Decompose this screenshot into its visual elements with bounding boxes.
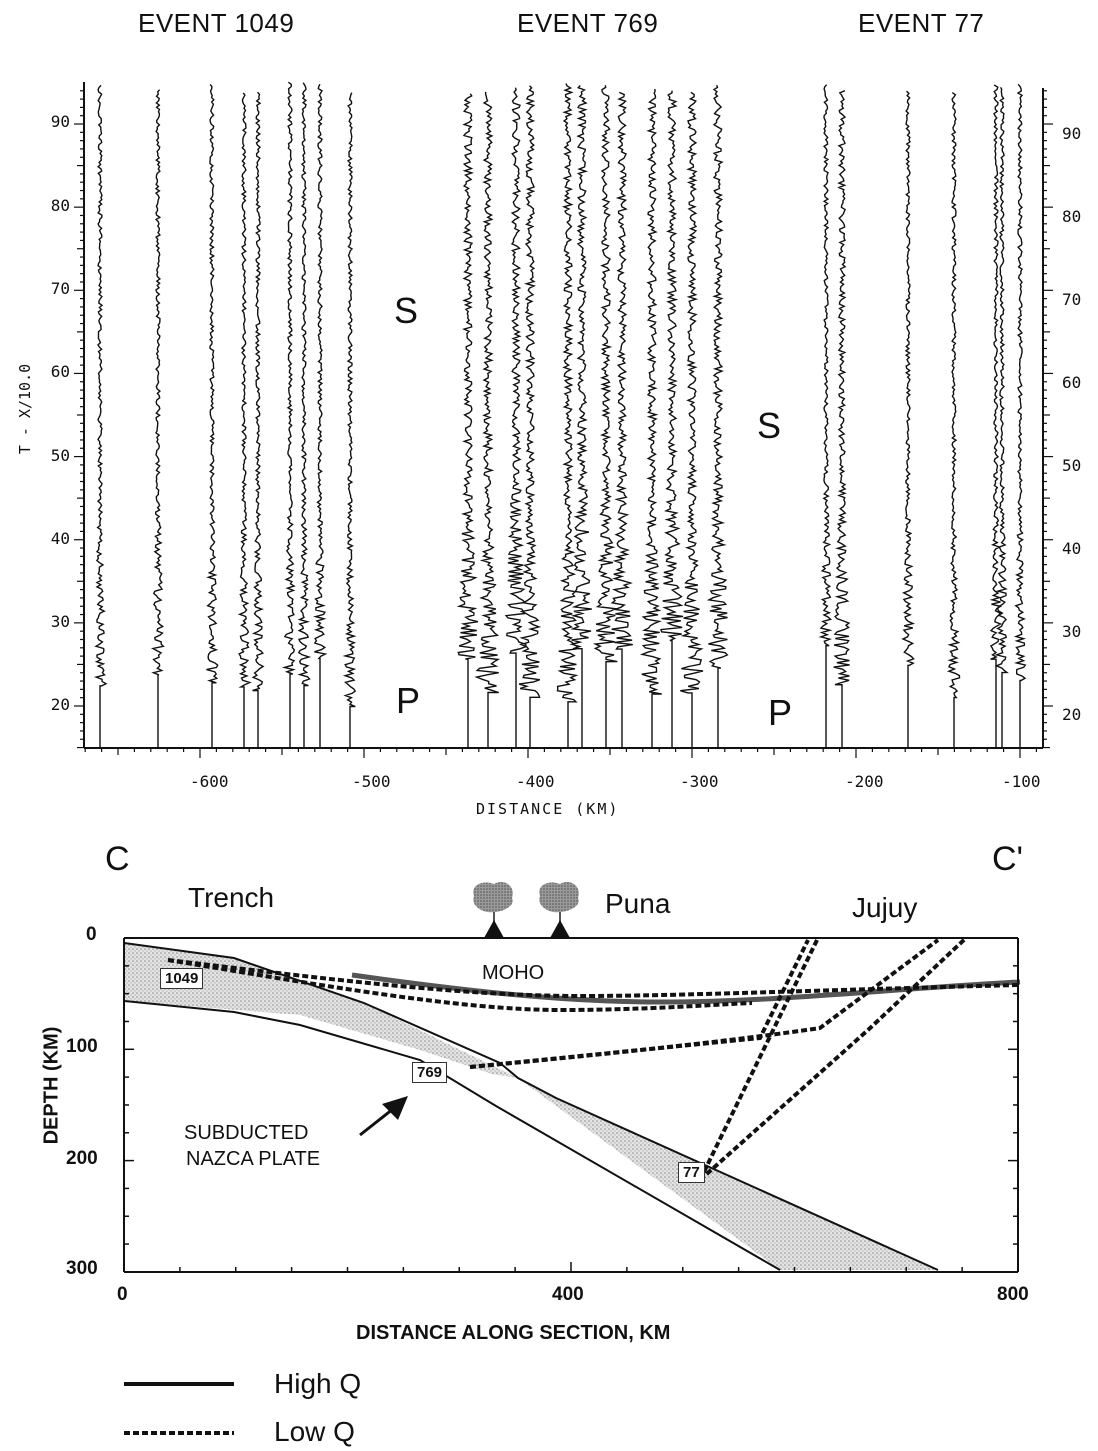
seismogram-trace (251, 91, 265, 748)
subducted-plate (124, 943, 938, 1270)
seismogram-trace (946, 92, 961, 748)
depth-tick-100: 100 (66, 1036, 98, 1057)
section-corner-c: C (105, 840, 130, 878)
ray-77-b (698, 936, 968, 1182)
seismogram-trace (342, 92, 357, 748)
x-tick-300: -300 (680, 772, 719, 791)
legend-high-q-label: High Q (274, 1368, 362, 1399)
phase-label-s-right: S (757, 405, 782, 446)
seismogram-trace (206, 83, 219, 748)
seismogram-trace (610, 91, 633, 748)
volcano-1 (473, 881, 513, 938)
ray-769-a (469, 939, 810, 1069)
seismogram-trace (1013, 83, 1027, 748)
seismogram-trace (556, 83, 579, 748)
phase-label-s-left: S (394, 290, 419, 331)
y-tick-80: 80 (50, 196, 70, 215)
seismogram-trace (994, 86, 1009, 748)
seismogram-trace (518, 85, 542, 748)
seismogram-trace (237, 92, 252, 748)
x-tick-500: -500 (352, 772, 391, 791)
x-tick-400: -400 (516, 772, 555, 791)
ray-77-a (698, 937, 820, 1181)
seismogram-trace (93, 84, 108, 748)
plate-arrow-shaft (359, 1103, 399, 1137)
y-tick-right-60: 60 (1062, 373, 1082, 392)
phase-label-p-left: P (396, 680, 421, 721)
y-tick-right-80: 80 (1062, 207, 1082, 226)
seismogram-trace (901, 90, 916, 748)
region-jujuy: Jujuy (852, 892, 918, 923)
slab-top-boundary (123, 942, 939, 1271)
event-box-77: 77 (678, 1162, 705, 1183)
seismogram-trace (818, 84, 833, 748)
y-tick-right-40: 40 (1062, 539, 1082, 558)
moho-label: MOHO (482, 962, 545, 984)
seismogram-trace (313, 83, 328, 748)
x-tick-200: -200 (845, 772, 884, 791)
seismogram-trace (150, 89, 165, 748)
plate-label-line2: NAZCA PLATE (186, 1148, 321, 1170)
event-77-title: EVENT 77 (858, 8, 985, 38)
y-tick-20: 20 (50, 695, 70, 714)
event-769-title: EVENT 769 (517, 8, 659, 38)
y-tick-60: 60 (50, 362, 70, 381)
depth-tick-0: 0 (86, 924, 97, 945)
event-1049-title: EVENT 1049 (138, 8, 295, 38)
distance-tick-0: 0 (117, 1284, 128, 1305)
region-puna: Puna (605, 888, 671, 919)
y-tick-right-90: 90 (1062, 124, 1082, 143)
seismogram-traces (93, 81, 1027, 748)
plate-label-line1: SUBDUCTED (184, 1122, 309, 1144)
y-tick-90: 90 (50, 112, 70, 131)
y-tick-40: 40 (50, 529, 70, 548)
section-ticks (123, 937, 1019, 1273)
depth-tick-200: 200 (66, 1148, 98, 1169)
seismogram-trace (680, 91, 704, 748)
seismogram-trace (639, 88, 662, 748)
y-tick-right-20: 20 (1062, 705, 1082, 724)
section-corner-c-prime: C' (992, 840, 1024, 878)
seis-ticks (74, 90, 1053, 758)
seismogram-trace (660, 90, 684, 748)
seismogram-trace (474, 91, 501, 748)
seismogram-trace (281, 81, 296, 748)
moho-line (351, 972, 1021, 1005)
section-x-axis-label: DISTANCE ALONG SECTION, KM (356, 1322, 671, 1344)
y-tick-70: 70 (50, 279, 70, 298)
y-tick-right-50: 50 (1062, 456, 1082, 475)
x-tick-100: -100 (1002, 772, 1041, 791)
seismogram-trace (833, 90, 851, 748)
seismogram-trace (297, 82, 312, 748)
distance-tick-400: 400 (552, 1284, 584, 1305)
y-tick-right-30: 30 (1062, 622, 1082, 641)
ray-1049-a (167, 958, 753, 1013)
seismogram-trace (569, 85, 592, 748)
seismogram-trace (456, 93, 479, 748)
y-tick-right-70: 70 (1062, 290, 1082, 309)
seismogram-trace (504, 87, 527, 748)
ray-1049-b (167, 958, 1019, 999)
region-trench: Trench (188, 882, 275, 913)
seismogram-trace (989, 84, 1003, 748)
ray-769-b (469, 938, 940, 1069)
phase-label-p-right: P (768, 692, 793, 733)
x-tick-600: -600 (190, 772, 229, 791)
seismogram-trace (706, 84, 729, 748)
y-tick-50: 50 (50, 446, 70, 465)
volcano-2 (539, 881, 579, 938)
section-y-axis-label: DEPTH (KM) (40, 1026, 63, 1145)
event-box-769: 769 (412, 1062, 448, 1083)
seismogram-panel (74, 81, 1053, 758)
depth-tick-300: 300 (66, 1258, 98, 1279)
y-tick-30: 30 (50, 612, 70, 631)
legend-low-q-label: Low Q (274, 1416, 355, 1447)
plate-arrow-head (382, 1096, 408, 1120)
seis-x-axis-label: DISTANCE (KM) (476, 800, 620, 818)
distance-tick-800: 800 (997, 1284, 1029, 1305)
event-box-1049: 1049 (160, 968, 204, 989)
seismogram-trace (592, 85, 619, 748)
